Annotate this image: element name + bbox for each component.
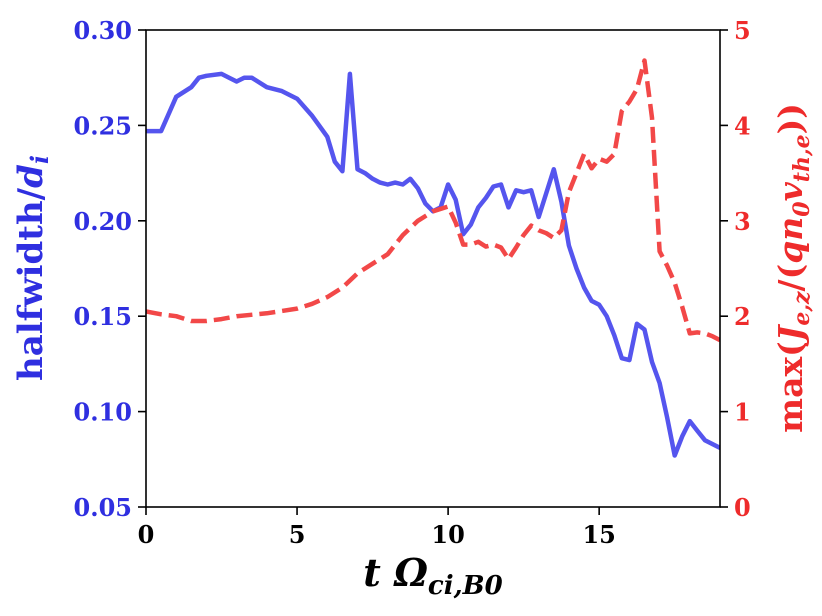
left-y-axis-title: halfwidth/di bbox=[11, 155, 54, 381]
x-tick-label: 5 bbox=[289, 520, 306, 549]
x-tick-label: 10 bbox=[431, 520, 464, 549]
left-y-tick-label: 0.30 bbox=[74, 16, 132, 45]
right-y-tick-label: 4 bbox=[734, 111, 751, 140]
right-axis-series-line bbox=[146, 58, 720, 343]
right-y-tick-label: 0 bbox=[734, 493, 751, 522]
right-y-tick-label: 5 bbox=[734, 16, 751, 45]
x-tick-label: 15 bbox=[582, 520, 615, 549]
right-y-tick-label: 1 bbox=[734, 398, 751, 427]
plot-frame bbox=[145, 29, 721, 508]
x-axis-title: t Ωci,B0 bbox=[363, 550, 502, 601]
left-axis-series-line bbox=[146, 71, 720, 458]
right-y-tick-label: 3 bbox=[734, 207, 751, 236]
left-y-tick-label: 0.05 bbox=[74, 493, 132, 522]
right-y-tick-label: 2 bbox=[734, 302, 751, 331]
x-axis-ticks: 0 5 10 15 bbox=[138, 507, 616, 549]
left-y-axis-ticks: 0.05 0.10 0.15 0.20 0.25 0.30 bbox=[74, 16, 146, 522]
series-layer bbox=[146, 58, 720, 458]
right-y-axis-title: max(Je,z/(qn0vth,e)) bbox=[771, 103, 815, 433]
left-y-tick-label: 0.25 bbox=[74, 111, 132, 140]
left-y-tick-label: 0.15 bbox=[74, 302, 132, 331]
right-y-axis-ticks: 0 1 2 3 4 5 bbox=[720, 16, 751, 522]
left-y-tick-label: 0.20 bbox=[74, 207, 132, 236]
x-tick-label: 0 bbox=[138, 520, 155, 549]
left-y-tick-label: 0.10 bbox=[74, 398, 132, 427]
